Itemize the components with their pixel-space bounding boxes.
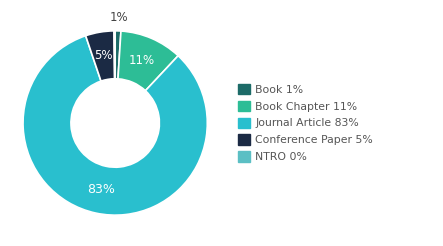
Legend: Book 1%, Book Chapter 11%, Journal Article 83%, Conference Paper 5%, NTRO 0%: Book 1%, Book Chapter 11%, Journal Artic… [236,82,375,164]
Wedge shape [23,36,207,215]
Text: 1%: 1% [109,11,128,24]
Wedge shape [114,31,115,79]
Wedge shape [85,31,115,81]
Text: 83%: 83% [87,183,115,196]
Text: 11%: 11% [129,54,155,67]
Wedge shape [115,31,121,79]
Text: 5%: 5% [94,49,113,62]
Wedge shape [118,31,178,91]
